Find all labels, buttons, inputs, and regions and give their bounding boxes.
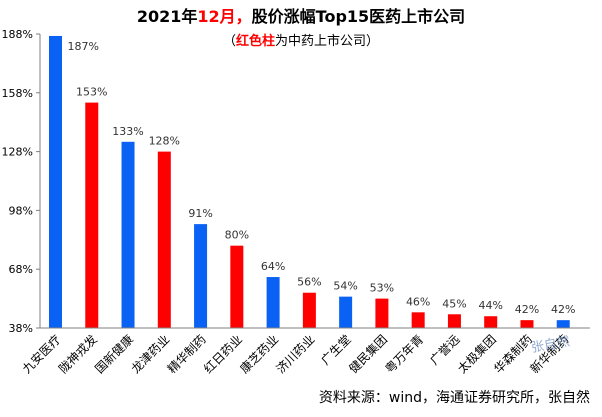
data-label: 153%	[76, 86, 107, 99]
bar	[556, 320, 570, 328]
bar	[194, 224, 208, 328]
x-tick-label: 九安医疗	[19, 332, 64, 377]
subtitle-red-note: 红色柱	[236, 33, 275, 49]
x-tick-label: 广誉远	[427, 332, 462, 367]
chart-subtitle: （红色柱为中药上市公司）	[223, 33, 379, 49]
x-tick-label: 华森制药	[491, 332, 536, 377]
data-label: 91%	[188, 207, 212, 220]
y-tick-label: 38%	[9, 322, 33, 335]
bar	[266, 277, 280, 328]
data-label: 64%	[261, 260, 285, 273]
title-prefix: 2021年	[137, 7, 198, 26]
bar	[447, 314, 461, 328]
bar	[85, 102, 99, 328]
data-label: 187%	[68, 40, 99, 53]
data-label: 53%	[370, 282, 394, 295]
data-label: 42%	[551, 303, 575, 316]
title-comma: ，	[236, 7, 252, 26]
x-tick-label: 健民集团	[345, 332, 390, 377]
y-tick-label: 98%	[9, 204, 33, 217]
x-tick-label: 精华制药	[165, 332, 209, 376]
data-label: 42%	[515, 303, 539, 316]
bar	[302, 292, 316, 328]
bar	[157, 151, 171, 328]
bar	[49, 35, 62, 329]
data-label: 80%	[225, 229, 249, 242]
x-tick-label: 济川药业	[273, 332, 318, 377]
bar	[339, 296, 353, 328]
data-label: 46%	[406, 295, 430, 308]
x-tick-label: 康芝药业	[237, 332, 282, 377]
data-label: 54%	[333, 280, 357, 293]
bar	[484, 316, 498, 328]
data-label: 128%	[149, 135, 180, 148]
source-note: 资料来源：wind，海通证券研究所，张自然	[319, 389, 590, 406]
data-label: 56%	[297, 276, 321, 289]
y-tick-label: 188%	[2, 28, 33, 41]
bar	[411, 312, 425, 328]
bar	[230, 245, 244, 328]
title-red-month: 12月	[197, 7, 235, 26]
x-tick-label: 龙津药业	[129, 332, 173, 376]
data-label: 45%	[442, 297, 466, 310]
subtitle-rest: 为中药上市公司）	[275, 33, 379, 49]
bar	[375, 298, 389, 328]
x-tick-label: 粤万年青	[382, 332, 427, 377]
data-label: 133%	[112, 125, 143, 138]
bar	[520, 320, 534, 328]
x-tick-label: 太极集团	[454, 332, 499, 377]
subtitle-open: （	[223, 34, 236, 49]
y-tick-label: 158%	[2, 87, 33, 100]
bar	[121, 141, 135, 328]
bars: 187% 153% 133% 128% 91% 80% 64% 56% 54% 53% 46% 45%…	[49, 35, 575, 329]
x-tick-label: 陇神戎发	[55, 332, 100, 377]
y-tick-label: 128%	[2, 146, 33, 159]
watermark: 张自然	[530, 333, 571, 356]
y-axis: 38% 68% 98% 128% 158% 188%	[2, 28, 41, 335]
data-label: 44%	[478, 299, 502, 312]
x-tick-label: 红日药业	[200, 332, 245, 377]
y-tick-label: 68%	[9, 263, 33, 276]
x-tick-label: 国新健康	[92, 332, 137, 377]
x-tick-label: 广生堂	[318, 332, 353, 367]
title-suffix: 股价涨幅Top15医药上市公司	[252, 7, 466, 26]
chart-title: 2021年12月，股价涨幅Top15医药上市公司	[137, 7, 465, 26]
